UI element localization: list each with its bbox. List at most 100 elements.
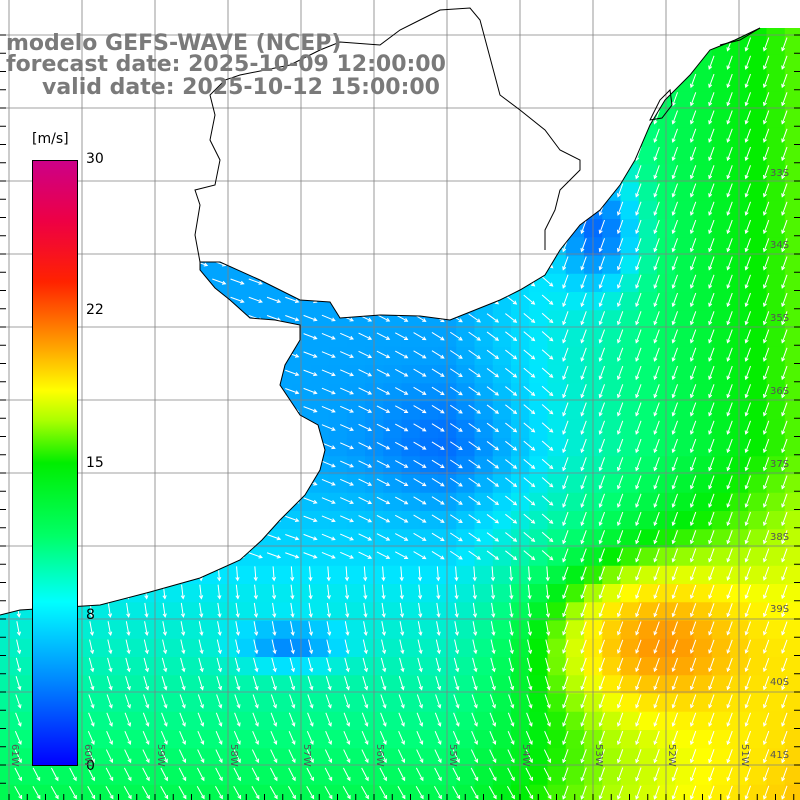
wind-arrow <box>376 149 391 158</box>
field-cell <box>547 273 567 293</box>
field-cell <box>219 565 238 585</box>
wind-arrow <box>653 530 660 545</box>
field-cell <box>91 748 111 768</box>
wind-arrow <box>303 241 318 249</box>
wind-arrow <box>358 442 373 450</box>
field-cell <box>310 182 330 202</box>
field-cell <box>0 620 19 640</box>
wind-arrow <box>671 438 678 454</box>
field-cell <box>492 182 512 202</box>
field-cell <box>766 54 786 74</box>
wind-arrow <box>726 511 733 527</box>
wind-arrow <box>303 515 318 523</box>
field-cell <box>109 419 129 439</box>
wind-arrow <box>285 114 300 121</box>
wind-arrow <box>616 566 624 581</box>
wind-arrow <box>215 767 223 782</box>
field-cell <box>565 438 585 457</box>
field-cell <box>766 766 786 786</box>
wind-arrow <box>105 749 114 764</box>
field-cell <box>0 456 19 476</box>
wind-arrow <box>509 584 514 600</box>
field-cell <box>693 602 713 622</box>
field-cell <box>693 693 713 713</box>
wind-arrow <box>376 168 391 176</box>
field-cell <box>383 766 403 786</box>
wind-arrow <box>598 384 605 399</box>
field-cell <box>310 693 330 713</box>
field-cell <box>438 182 457 202</box>
field-cell <box>109 365 129 384</box>
field-cell <box>401 182 421 202</box>
field-cell <box>237 657 257 676</box>
field-cell <box>748 200 768 220</box>
field-cell <box>219 511 238 530</box>
field-cell <box>310 638 330 658</box>
wind-arrow <box>781 55 788 70</box>
field-cell <box>237 310 257 330</box>
field-cell <box>346 109 366 129</box>
field-cell <box>255 328 275 348</box>
field-cell <box>310 328 330 348</box>
field-cell <box>492 584 512 603</box>
wind-arrow <box>506 786 515 800</box>
field-cell <box>784 255 800 275</box>
wind-arrow <box>744 420 751 435</box>
wind-arrow <box>781 511 788 527</box>
wind-arrow <box>434 749 442 764</box>
wind-arrow <box>653 566 660 581</box>
field-cell <box>693 146 713 165</box>
wind-arrow <box>744 767 751 782</box>
wind-arrow <box>450 240 463 250</box>
field-cell <box>91 474 111 494</box>
field-cell <box>401 657 421 676</box>
wind-arrow <box>179 730 186 746</box>
field-cell <box>620 529 640 549</box>
wind-arrow <box>744 55 751 70</box>
field-cell <box>328 730 348 749</box>
field-cell <box>529 365 549 384</box>
field-cell <box>748 292 768 311</box>
wind-arrow <box>486 404 500 414</box>
wind-arrow <box>11 534 26 541</box>
field-cell <box>456 164 476 184</box>
wind-arrow <box>175 424 190 431</box>
field-cell <box>146 383 165 403</box>
field-cell <box>711 675 731 695</box>
field-cell <box>638 54 658 74</box>
field-cell <box>748 73 768 92</box>
field-cell <box>620 401 640 421</box>
wind-arrow <box>235 621 240 637</box>
wind-arrow <box>708 475 715 490</box>
wind-arrow <box>157 114 172 121</box>
wind-arrow <box>635 730 642 746</box>
wind-arrow <box>541 294 554 305</box>
field-cell <box>711 474 731 494</box>
field-cell <box>730 273 749 293</box>
field-cell <box>492 164 512 184</box>
field-cell <box>219 328 238 348</box>
field-cell <box>200 748 220 768</box>
wind-arrow <box>781 566 788 581</box>
lon-label-55w: 55W <box>447 744 458 767</box>
wind-arrow <box>87 767 95 782</box>
field-cell <box>36 766 56 786</box>
wind-arrow <box>89 584 94 600</box>
field-cell <box>54 784 74 800</box>
wind-arrow <box>762 347 770 362</box>
field-cell <box>766 164 786 184</box>
field-cell <box>328 620 348 640</box>
field-cell <box>657 182 676 202</box>
wind-arrow <box>505 349 518 360</box>
wind-arrow <box>598 110 605 125</box>
wind-arrow <box>762 767 770 782</box>
wind-arrow <box>580 438 587 454</box>
wind-arrow <box>635 329 642 344</box>
field-cell <box>675 219 695 238</box>
field-cell <box>565 73 585 92</box>
wind-arrow <box>266 187 282 194</box>
wind-arrow <box>285 369 300 377</box>
wind-arrow <box>326 621 332 637</box>
field-cell <box>766 146 786 165</box>
field-cell <box>237 0 256 19</box>
